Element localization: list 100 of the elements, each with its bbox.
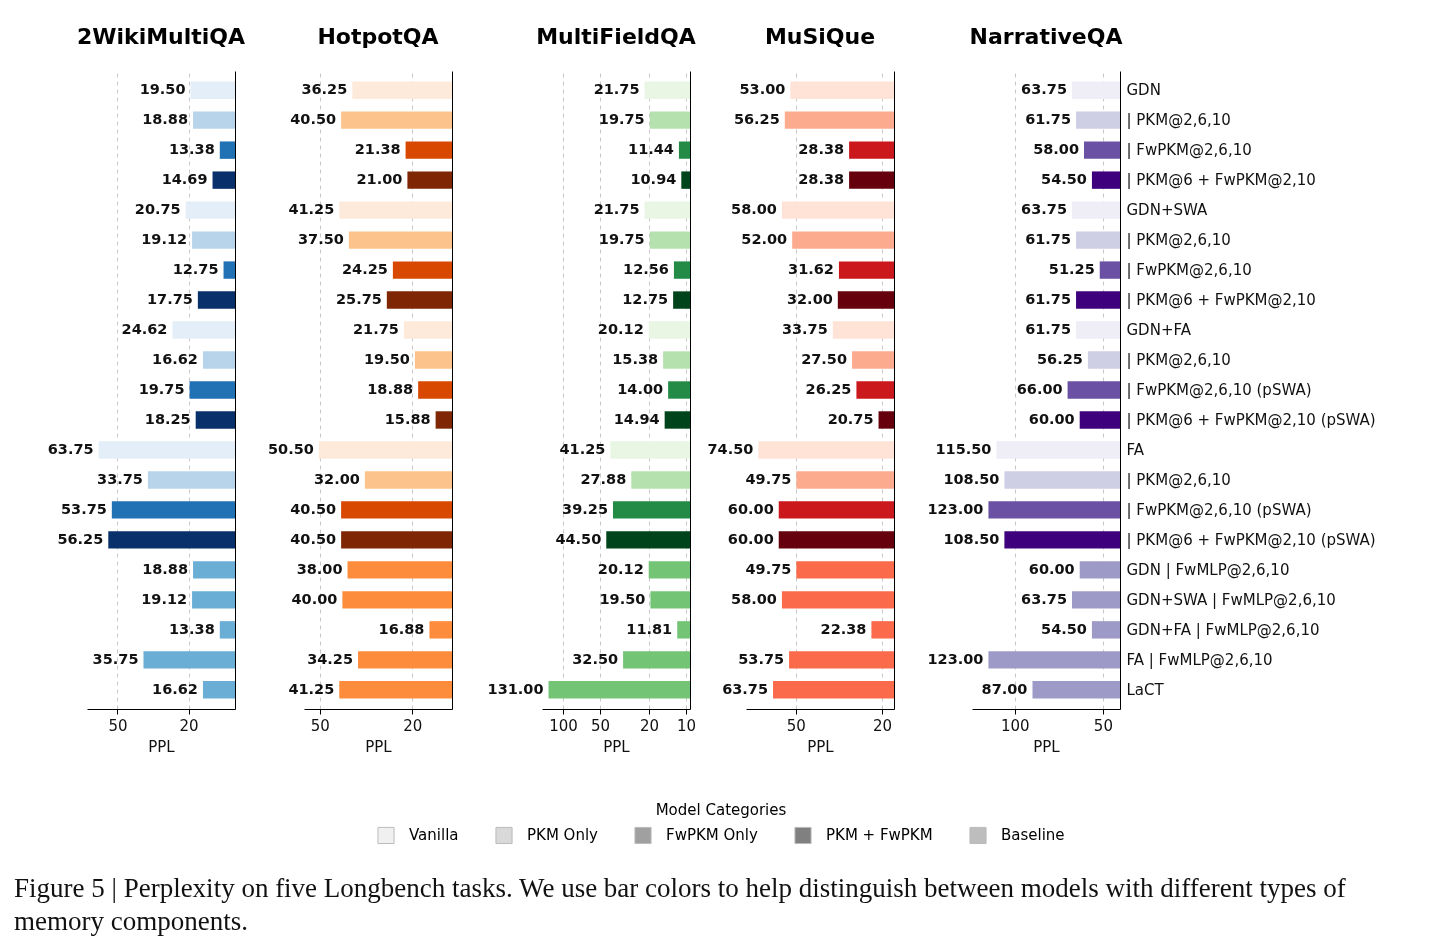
x-axis-title: PPL [148, 737, 176, 756]
data-label: 40.00 [291, 590, 338, 607]
data-label: 58.00 [731, 201, 777, 218]
chart-title: MultiFieldQA [536, 24, 696, 49]
data-label: 20.75 [827, 410, 874, 427]
data-label: 14.69 [161, 171, 208, 188]
data-label: 40.50 [290, 111, 337, 128]
y-tick-label: GDN | FwMLP@2,6,10 [1126, 560, 1290, 579]
data-label: 28.38 [798, 171, 845, 188]
data-label: 14.94 [613, 410, 660, 427]
category-label: Baseline [1001, 826, 1065, 845]
data-label: 58.00 [731, 590, 777, 607]
legend-title: Model Categories [655, 801, 787, 819]
data-label: 60.00 [1028, 560, 1075, 577]
y-tick-label: GDN+FA [1126, 321, 1192, 340]
data-label: 27.50 [801, 351, 848, 368]
data-label: 17.75 [146, 291, 193, 308]
data-label: 19.75 [138, 381, 185, 397]
data-label: 60.00 [1028, 410, 1075, 427]
data-label: 26.25 [805, 381, 852, 397]
data-label: 123.00 [927, 500, 984, 517]
data-label: 19.50 [599, 590, 646, 607]
data-label: 20.12 [597, 560, 644, 577]
data-label: 16.62 [152, 351, 198, 368]
data-label: 18.88 [142, 111, 189, 128]
x-tick-label: 20 [179, 716, 199, 735]
x-axis-title: PPL [603, 737, 631, 756]
data-label: 66.00 [1016, 381, 1063, 397]
data-label: 25.75 [335, 291, 382, 308]
y-tick-label: | PKM@6 + FwPKM@2,10 (pSWA) [1126, 530, 1376, 549]
y-tick-label: | PKM@2,6,10 [1126, 231, 1231, 250]
x-tick-label: 100 [1000, 716, 1030, 735]
y-tick-label: | PKM@2,6,10 [1126, 470, 1231, 489]
data-label: 41.25 [288, 201, 335, 218]
y-tick-label: | PKM@6 + FwPKM@2,10 [1126, 171, 1316, 190]
x-tick-label: 20 [872, 716, 893, 735]
data-label: 63.75 [1021, 590, 1067, 607]
data-label: 63.75 [1021, 201, 1067, 218]
x-axis-title: PPL [807, 737, 835, 756]
data-label: 13.38 [168, 620, 215, 637]
data-label: 19.12 [141, 590, 188, 607]
data-label: 54.50 [1041, 620, 1087, 637]
data-label: 53.75 [738, 650, 785, 667]
y-tick-label: | PKM@6 + FwPKM@2,10 (pSWA) [1126, 410, 1376, 429]
data-label: 16.62 [152, 680, 198, 697]
data-label: 32.00 [786, 291, 833, 308]
data-label: 21.00 [356, 171, 403, 188]
data-label: 18.25 [144, 410, 191, 427]
data-label: 35.75 [92, 650, 139, 667]
data-label: 19.75 [598, 231, 645, 248]
data-label: 58.00 [1033, 141, 1080, 158]
data-label: 18.88 [367, 381, 414, 397]
data-label: 131.00 [487, 680, 544, 697]
y-tick-label: | FwPKM@2,6,10 (pSWA) [1126, 500, 1312, 519]
data-label: 60.00 [727, 530, 774, 547]
data-label: 61.75 [1025, 291, 1072, 308]
data-label: 21.75 [352, 321, 399, 338]
y-tick-label: FA [1126, 440, 1145, 459]
data-label: 52.00 [741, 231, 788, 248]
data-label: 61.75 [1025, 231, 1072, 248]
category-label: FwPKM Only [666, 826, 758, 845]
y-tick-label: FA | FwMLP@2,6,10 [1126, 650, 1273, 669]
data-label: 21.38 [354, 141, 401, 158]
x-tick-label: 50 [108, 716, 128, 735]
data-label: 60.00 [727, 500, 774, 517]
data-label: 49.75 [745, 470, 792, 487]
chart-title: 2WikiMultiQA [76, 24, 246, 49]
data-label: 115.50 [935, 440, 992, 457]
chart-title: NarrativeQA [969, 24, 1123, 49]
data-label: 28.38 [798, 141, 845, 158]
data-label: 24.25 [342, 261, 388, 278]
data-label: 34.25 [307, 650, 354, 667]
data-label: 13.38 [168, 141, 215, 158]
data-label: 40.50 [290, 500, 337, 517]
data-label: 24.62 [121, 321, 168, 338]
data-label: 51.25 [1048, 261, 1095, 278]
data-label: 12.75 [172, 261, 219, 278]
data-label: 61.75 [1025, 111, 1072, 128]
data-label: 11.81 [626, 620, 673, 637]
category-label: PKM + FwPKM [826, 826, 933, 845]
data-label: 63.75 [722, 680, 769, 697]
data-label: 108.50 [943, 530, 1000, 547]
y-tick-label: | PKM@2,6,10 [1126, 351, 1231, 370]
data-label: 22.38 [820, 620, 867, 637]
data-label: 14.00 [617, 381, 664, 397]
y-tick-label: | PKM@6 + FwPKM@2,10 [1126, 291, 1316, 310]
x-tick-label: 50 [1093, 716, 1113, 735]
data-label: 27.88 [580, 470, 627, 487]
data-label: 63.75 [1021, 81, 1067, 98]
data-label: 38.00 [296, 560, 343, 577]
x-tick-label: 50 [786, 716, 806, 735]
x-tick-label: 100 [549, 716, 578, 735]
data-label: 87.00 [981, 680, 1028, 697]
data-label: 12.75 [622, 291, 669, 308]
data-label: 21.75 [593, 201, 640, 218]
y-tick-label: GDN+FA | FwMLP@2,6,10 [1126, 620, 1320, 639]
data-label: 41.25 [288, 680, 335, 697]
data-label: 33.75 [781, 321, 828, 338]
data-label: 15.88 [384, 410, 431, 427]
data-label: 12.56 [623, 261, 669, 278]
